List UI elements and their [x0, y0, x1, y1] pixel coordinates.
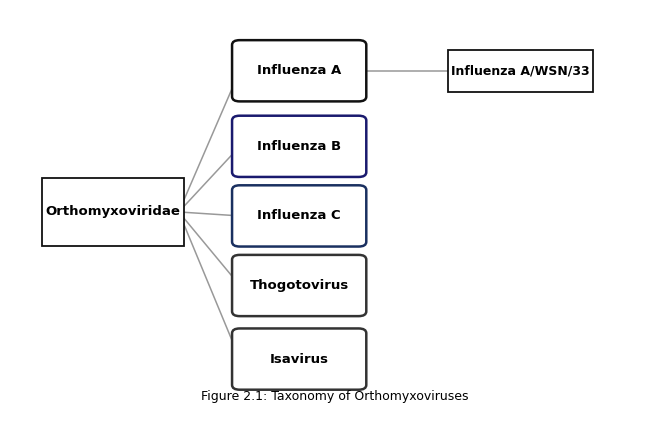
- Text: Isavirus: Isavirus: [270, 353, 328, 366]
- FancyBboxPatch shape: [232, 255, 367, 316]
- FancyBboxPatch shape: [232, 116, 367, 177]
- FancyBboxPatch shape: [232, 329, 367, 390]
- Text: Thogotovirus: Thogotovirus: [250, 279, 349, 292]
- Text: Influenza C: Influenza C: [258, 209, 341, 222]
- Text: Figure 2.1: Taxonomy of Orthomyxoviruses: Figure 2.1: Taxonomy of Orthomyxoviruses: [201, 390, 468, 403]
- Text: Influenza A/WSN/33: Influenza A/WSN/33: [452, 64, 590, 77]
- FancyBboxPatch shape: [42, 178, 184, 246]
- FancyBboxPatch shape: [232, 40, 367, 101]
- Text: Orthomyxoviridae: Orthomyxoviridae: [45, 205, 181, 218]
- FancyBboxPatch shape: [448, 50, 593, 92]
- Text: Influenza B: Influenza B: [257, 140, 341, 153]
- Text: Influenza A: Influenza A: [257, 64, 341, 77]
- FancyBboxPatch shape: [232, 185, 367, 246]
